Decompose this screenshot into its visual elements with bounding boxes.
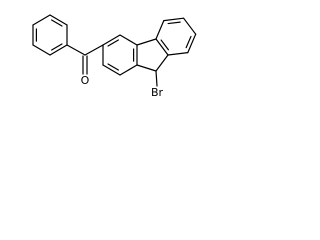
ring-bond: [183, 17, 197, 35]
ring-bond: [119, 64, 138, 76]
ring-bond: [136, 64, 157, 72]
double-bond-inner: [160, 39, 170, 51]
double-bond-inner: [51, 19, 63, 27]
bond: [66, 44, 86, 56]
structure-diagram: O Br: [32, 14, 197, 99]
ring-bond: [136, 38, 157, 46]
ring-bond: [49, 14, 68, 26]
page: O Br (() => { const data = JSON.parse(do…: [0, 0, 251, 108]
ring-bond: [155, 20, 165, 40]
ring-bond: [187, 33, 197, 54]
double-bond-inner: [185, 35, 192, 49]
ring-bond: [119, 34, 138, 46]
double-bond-inner: [107, 39, 119, 47]
ring-bond: [102, 64, 121, 76]
bonds: [32, 14, 197, 87]
bond: [84, 44, 104, 56]
ring-bond: [32, 14, 51, 26]
ring-bond: [49, 44, 68, 56]
ring-bond: [167, 51, 189, 56]
ring-bond: [155, 54, 169, 72]
ring-bond: [32, 44, 51, 56]
c-br-bond: [155, 70, 158, 87]
ring-bond: [155, 38, 169, 56]
double-bond-inner: [167, 21, 181, 25]
double-bond-inner: [51, 43, 63, 51]
double-bond-inner: [107, 63, 119, 71]
oxygen-label: O: [81, 74, 90, 87]
bromine-label: Br: [151, 86, 164, 99]
ring-bond: [163, 17, 185, 22]
ring-bond: [102, 34, 121, 46]
